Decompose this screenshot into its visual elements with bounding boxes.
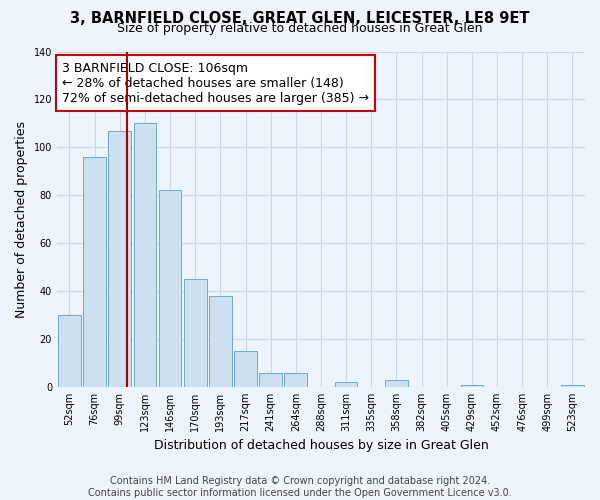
Bar [284,372,307,387]
Bar [109,130,131,387]
Bar [385,380,408,387]
Y-axis label: Number of detached properties: Number of detached properties [15,120,28,318]
Bar [58,315,81,387]
Bar [234,351,257,387]
Bar [461,384,483,387]
Bar [134,124,156,387]
Bar [159,190,181,387]
Bar [335,382,358,387]
Text: Contains HM Land Registry data © Crown copyright and database right 2024.
Contai: Contains HM Land Registry data © Crown c… [88,476,512,498]
Bar [259,372,282,387]
Text: Size of property relative to detached houses in Great Glen: Size of property relative to detached ho… [117,22,483,35]
Text: 3 BARNFIELD CLOSE: 106sqm
← 28% of detached houses are smaller (148)
72% of semi: 3 BARNFIELD CLOSE: 106sqm ← 28% of detac… [62,62,369,104]
Bar [209,296,232,387]
Bar [561,384,584,387]
X-axis label: Distribution of detached houses by size in Great Glen: Distribution of detached houses by size … [154,440,488,452]
Bar [184,279,206,387]
Text: 3, BARNFIELD CLOSE, GREAT GLEN, LEICESTER, LE8 9ET: 3, BARNFIELD CLOSE, GREAT GLEN, LEICESTE… [70,11,530,26]
Bar [83,157,106,387]
